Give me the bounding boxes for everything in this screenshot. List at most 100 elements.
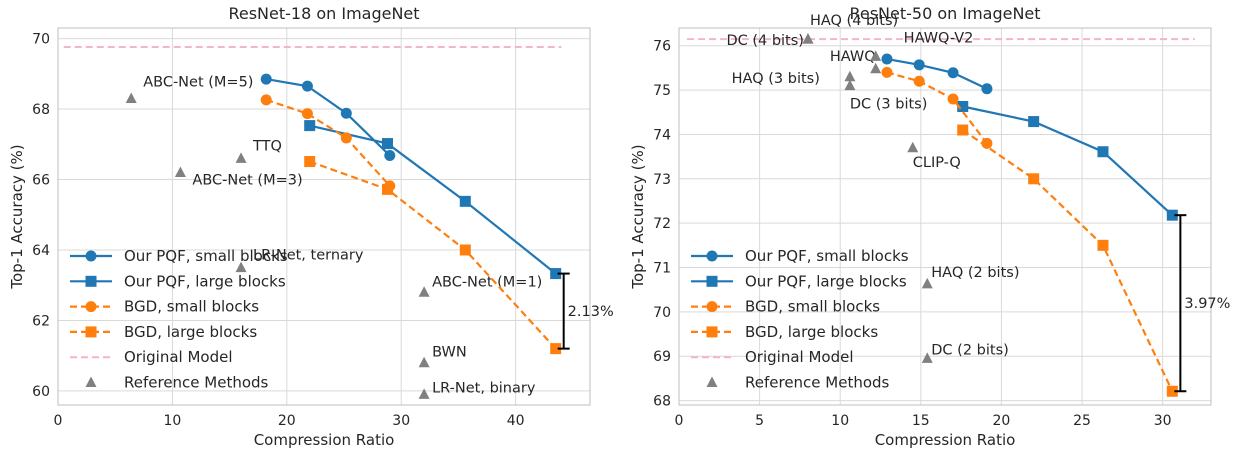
data-point: [881, 66, 893, 78]
plot-frame: [57, 27, 591, 406]
series-line: [309, 160, 557, 350]
legend-label: BGD, small blocks: [124, 298, 259, 316]
y-tick-label: 75: [653, 83, 671, 99]
legend-marker: [85, 326, 97, 338]
y-tick-label: 68: [32, 102, 50, 118]
gap-label: 3.97%: [1184, 296, 1230, 312]
data-point: [1028, 116, 1040, 128]
legend-label: BGD, large blocks: [124, 323, 257, 341]
reference-method-label: BWN: [432, 345, 467, 361]
legend-label: Our PQF, small blocks: [745, 247, 909, 265]
y-tick-label: 70: [32, 32, 50, 48]
legend-label: Our PQF, small blocks: [124, 247, 288, 265]
gap-annotation: 2.13%: [557, 272, 614, 350]
grid: [678, 28, 1211, 405]
reference-method-marker: [844, 70, 856, 82]
reference-method-marker: [418, 356, 430, 368]
reference-method-marker: [174, 166, 186, 177]
y-tick-label: 74: [653, 127, 671, 143]
data-point: [304, 156, 316, 168]
legend-marker: [706, 376, 718, 387]
legend-marker: [85, 301, 97, 313]
data-point: [301, 80, 313, 92]
data-point: [947, 67, 959, 79]
series-our-pqf-large-blocks: [957, 101, 1178, 221]
legend: Our PQF, small blocks Our PQF, large bloc…: [70, 247, 288, 392]
legend-label: BGD, small blocks: [745, 298, 880, 316]
data-point: [981, 83, 993, 95]
data-point: [1097, 146, 1109, 158]
reference-methods: ABC-Net (M=5) TTQ ABC-Net (M=3) LR-Net, ter…: [125, 74, 542, 399]
legend-marker: [706, 250, 718, 262]
legend-label: Our PQF, large blocks: [745, 272, 907, 290]
reference-methods: HAQ (4 bits) DC (4 bits) HAQ (3 bits) HAWQ H…: [726, 13, 1019, 363]
legend-marker: [706, 326, 718, 338]
chart-title: ResNet-50 on ImageNet: [849, 4, 1040, 23]
data-point: [340, 107, 352, 119]
reference-method-label: DC (4 bits): [726, 33, 804, 49]
data-point: [957, 101, 969, 113]
chart-2: 0 5 10 15 20 25 30 68 69 70 71 72 73 74 75 76 ResNet-50 …: [629, 4, 1230, 449]
reference-method-label: ABC-Net (M=5): [143, 74, 253, 90]
reference-method-label: ABC-Net (M=3): [192, 172, 302, 188]
legend-marker: [85, 275, 97, 287]
y-tick-label: 60: [32, 384, 50, 400]
y-tick-label: 69: [653, 349, 671, 365]
series-line: [962, 129, 1174, 392]
series-line: [265, 98, 391, 187]
series-line: [886, 57, 988, 90]
legend-marker: [706, 301, 718, 313]
reference-method-label: ABC-Net (M=1): [432, 274, 542, 290]
reference-method-label: TTQ: [252, 138, 282, 154]
legend-marker: [85, 376, 97, 387]
x-tick-label: 0: [675, 413, 684, 429]
reference-method-label: CLIP-Q: [913, 155, 961, 171]
y-tick-label: 72: [653, 216, 671, 232]
y-axis-label: Top-1 Accuracy (%): [629, 144, 647, 289]
x-tick-label: 10: [163, 413, 181, 429]
reference-method-label: HAWQ-V2: [904, 30, 974, 46]
y-tick-label: 66: [32, 173, 50, 189]
y-axis-label: Top-1 Accuracy (%): [8, 144, 26, 289]
grid: [57, 28, 590, 405]
reference-method-marker: [235, 152, 247, 163]
data-point: [304, 120, 316, 132]
series-bgd-large-blocks: [304, 156, 562, 355]
x-tick-label: 25: [1073, 413, 1091, 429]
data-point: [913, 59, 925, 71]
data-point: [1166, 385, 1178, 397]
data-point: [1028, 173, 1040, 185]
series-line: [962, 105, 1174, 216]
legend-label: Reference Methods: [745, 374, 890, 392]
x-tick-label: 30: [1154, 413, 1172, 429]
legend-label: Reference Methods: [124, 374, 269, 392]
reference-method-label: LR-Net, binary: [432, 380, 536, 396]
data-point: [301, 108, 313, 120]
y-tick-label: 76: [653, 39, 671, 55]
x-tick-label: 20: [278, 413, 296, 429]
reference-method-label: HAQ (4 bits): [810, 13, 898, 29]
data-point: [550, 268, 562, 280]
reference-method-label: DC (3 bits): [850, 97, 928, 113]
data-point: [381, 183, 393, 195]
data-point: [550, 343, 562, 355]
reference-method-marker: [921, 352, 933, 363]
data-point: [260, 94, 272, 106]
y-tick-label: 68: [653, 394, 671, 410]
y-tick-label: 64: [32, 243, 50, 259]
plot-frame: [678, 27, 1212, 406]
reference-method-marker: [418, 286, 430, 297]
data-point: [381, 138, 393, 150]
data-point: [384, 150, 396, 162]
gap-label: 2.13%: [568, 304, 614, 320]
reference-method-label: HAWQ: [830, 49, 876, 65]
data-point: [881, 53, 893, 65]
series-line: [886, 71, 988, 144]
reference-method-marker: [125, 92, 137, 103]
data-point: [260, 73, 272, 85]
reference-method-marker: [844, 79, 856, 91]
legend-label: Original Model: [745, 348, 854, 366]
x-tick-label: 20: [993, 413, 1011, 429]
legend-label: BGD, large blocks: [745, 323, 878, 341]
